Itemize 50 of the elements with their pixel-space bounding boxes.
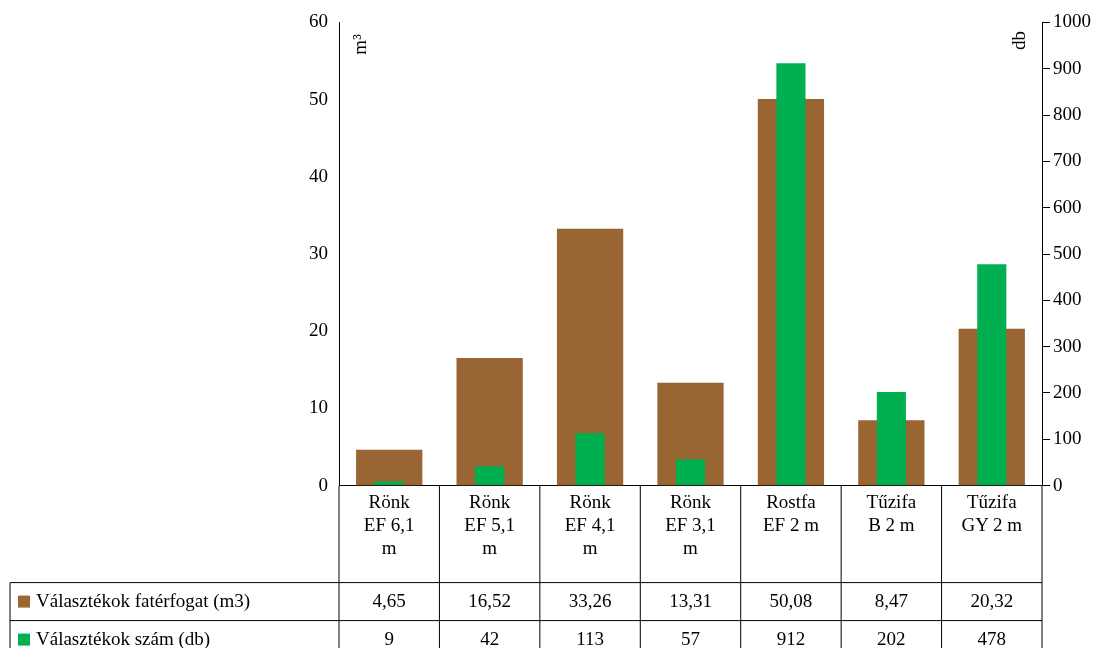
data-label: 16,52 bbox=[468, 589, 512, 611]
data-label: 50,08 bbox=[769, 589, 813, 611]
y2-tick-label: 200 bbox=[1053, 380, 1082, 402]
y-axis-title: m³ bbox=[348, 33, 370, 55]
bar bbox=[575, 433, 605, 486]
y-tick-label: 0 bbox=[318, 473, 328, 495]
y-tick-label: 50 bbox=[309, 87, 328, 109]
y2-tick-label: 700 bbox=[1053, 149, 1082, 171]
x-tick-label: Tűzifa B 2 m bbox=[866, 490, 917, 535]
data-label: 13,31 bbox=[669, 589, 712, 611]
legend-label: Választékok fatérfogat (m3) bbox=[36, 589, 251, 612]
bar bbox=[374, 481, 404, 486]
y2-tick-label: 1000 bbox=[1053, 10, 1091, 32]
y2-tick-label: 800 bbox=[1053, 103, 1082, 125]
data-label: 202 bbox=[877, 627, 906, 649]
y-tick-label: 20 bbox=[309, 319, 328, 341]
bar bbox=[456, 358, 523, 486]
data-label: 113 bbox=[576, 627, 604, 649]
y-tick-label: 40 bbox=[309, 164, 328, 186]
data-label: 478 bbox=[977, 627, 1007, 649]
data-label: 33,26 bbox=[568, 589, 612, 611]
data-label: 42 bbox=[480, 627, 500, 649]
data-label: 912 bbox=[776, 627, 806, 649]
y2-tick-label: 100 bbox=[1053, 427, 1082, 449]
x-tick-label: Rönk EF 6,1 m bbox=[363, 490, 415, 558]
y2-axis-title: db bbox=[1007, 30, 1029, 50]
data-label: 57 bbox=[681, 627, 700, 649]
data-label: 4,65 bbox=[372, 589, 406, 611]
legend-label: Választékok szám (db) bbox=[36, 627, 211, 650]
x-tick-label: Rönk EF 3,1 m bbox=[665, 490, 716, 558]
x-tick-label: Rönk EF 5,1 m bbox=[464, 490, 515, 558]
y-tick-label: 30 bbox=[309, 241, 328, 263]
x-tick-label: Tűzifa GY 2 m bbox=[961, 490, 1023, 535]
y-tick-label: 10 bbox=[309, 396, 328, 418]
bar bbox=[475, 466, 505, 486]
y2-tick-label: 500 bbox=[1053, 241, 1082, 263]
y2-tick-label: 0 bbox=[1053, 473, 1063, 495]
x-tick-label: Rönk EF 4,1 m bbox=[564, 490, 616, 558]
bar bbox=[675, 459, 706, 486]
bar bbox=[556, 228, 624, 486]
x-tick-label: Rostfa EF 2 m bbox=[762, 490, 820, 535]
bar bbox=[356, 449, 423, 486]
y2-tick-label: 400 bbox=[1053, 288, 1082, 310]
y2-tick-label: 600 bbox=[1053, 195, 1082, 217]
data-label: 8,47 bbox=[874, 589, 908, 611]
y-tick-label: 60 bbox=[309, 10, 328, 32]
y2-tick-label: 900 bbox=[1053, 56, 1082, 78]
y2-tick-label: 300 bbox=[1053, 334, 1082, 356]
data-label: 9 bbox=[384, 627, 394, 649]
data-label: 20,32 bbox=[970, 589, 1014, 611]
